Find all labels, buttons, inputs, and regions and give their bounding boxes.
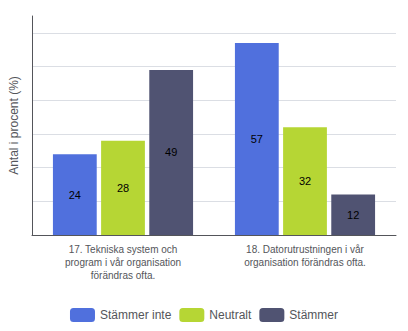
svg-text:Neutralt: Neutralt [209,308,252,322]
svg-text:24: 24 [69,189,81,201]
svg-text:28: 28 [117,182,129,194]
svg-text:49: 49 [165,146,177,158]
svg-text:förändras ofta.: förändras ofta. [91,270,155,281]
svg-text:Stämmer inte: Stämmer inte [100,308,172,322]
svg-text:18. Datorutrustningen i vår: 18. Datorutrustningen i vår [246,244,365,255]
svg-text:32: 32 [299,175,311,187]
svg-text:Antal i procent (%): Antal i procent (%) [7,76,21,175]
svg-text:Stämmer: Stämmer [289,308,338,322]
svg-text:17. Tekniska system och: 17. Tekniska system och [69,244,178,255]
svg-text:program i vår organisation: program i vår organisation [65,257,181,268]
svg-text:57: 57 [251,133,263,145]
svg-text:organisation förändras ofta.: organisation förändras ofta. [244,257,366,268]
svg-text:12: 12 [347,209,359,221]
